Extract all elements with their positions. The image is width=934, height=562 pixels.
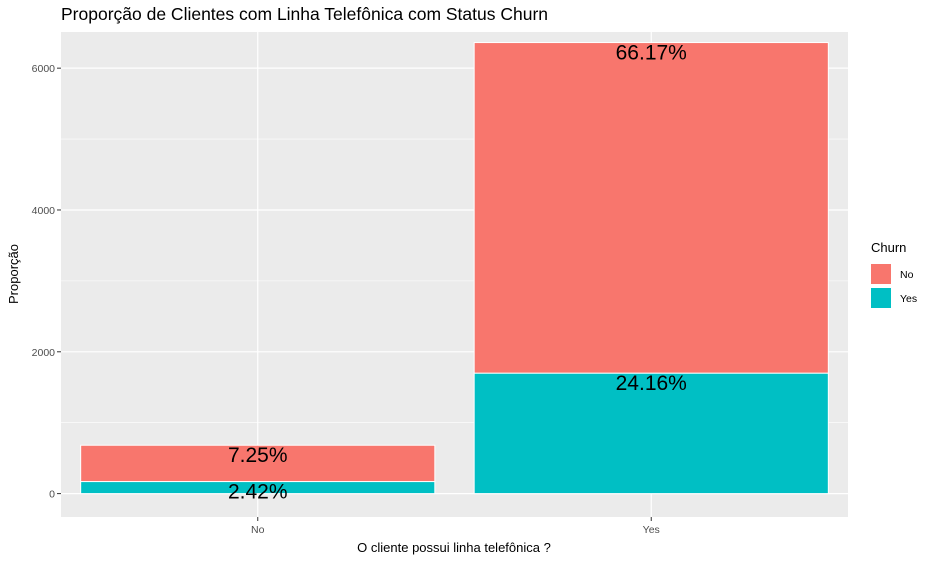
data-label: 66.17% xyxy=(616,42,687,65)
bar-segment xyxy=(80,444,436,483)
y-tick-label: 0 xyxy=(49,489,55,501)
chart-title: Proporção de Clientes com Linha Telefôni… xyxy=(61,4,548,24)
legend: Churn No Yes xyxy=(871,240,917,308)
y-axis-title: Proporção xyxy=(6,244,21,304)
y-tick-label: 6000 xyxy=(32,63,56,75)
data-label: 2.42% xyxy=(228,481,288,504)
y-tick-label: 2000 xyxy=(32,347,56,359)
bar-segment xyxy=(473,372,829,495)
data-label: 24.16% xyxy=(616,372,687,395)
data-label: 7.25% xyxy=(228,444,288,467)
legend-title: Churn xyxy=(871,240,906,255)
legend-label: Yes xyxy=(900,293,917,305)
data-labels: 2.42% 7.25% 24.16% 66.17% xyxy=(228,42,687,504)
bar-segment xyxy=(473,42,829,374)
legend-label: No xyxy=(900,269,914,281)
y-axis: 0 2000 4000 6000 xyxy=(32,63,61,501)
bars xyxy=(80,42,829,495)
x-axis-title: O cliente possui linha telefônica ? xyxy=(357,540,551,555)
x-tick-label: No xyxy=(251,524,265,536)
x-axis: No Yes xyxy=(251,517,660,536)
legend-key xyxy=(871,264,891,284)
legend-key xyxy=(871,288,891,308)
y-tick-label: 4000 xyxy=(32,205,56,217)
x-tick-label: Yes xyxy=(643,524,660,536)
